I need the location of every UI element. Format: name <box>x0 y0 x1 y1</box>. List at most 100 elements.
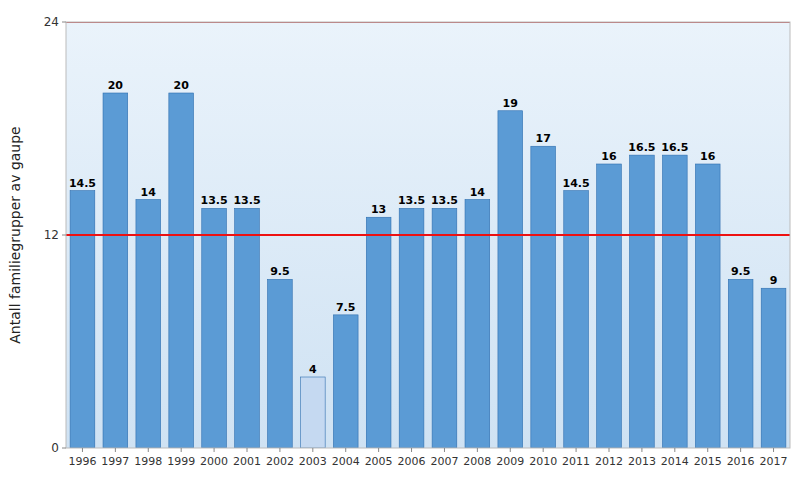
data-label: 9 <box>770 274 778 287</box>
data-label: 14.5 <box>563 177 590 190</box>
x-tick-label: 2009 <box>496 455 524 468</box>
bar <box>498 111 523 448</box>
x-tick-label: 2014 <box>661 455 689 468</box>
plot-area <box>66 22 790 448</box>
x-tick-label: 2005 <box>365 455 393 468</box>
x-tick-label: 2013 <box>628 455 656 468</box>
x-tick-label: 2008 <box>463 455 491 468</box>
data-label: 13.5 <box>201 194 228 207</box>
x-tick <box>641 448 642 452</box>
x-tick <box>510 448 511 452</box>
bar <box>300 377 325 448</box>
x-tick-label: 2004 <box>332 455 360 468</box>
data-label: 16 <box>601 150 617 163</box>
reference-line <box>66 234 790 236</box>
bar <box>235 208 260 448</box>
x-tick <box>279 448 280 452</box>
x-tick <box>115 448 116 452</box>
data-label: 9.5 <box>731 265 751 278</box>
x-tick <box>247 448 248 452</box>
data-label: 13.5 <box>398 194 425 207</box>
bar <box>728 279 753 448</box>
bar <box>70 191 95 448</box>
bar <box>662 155 687 448</box>
x-tick-label: 1997 <box>101 455 129 468</box>
y-tick <box>62 22 66 23</box>
x-tick <box>181 448 182 452</box>
x-tick <box>214 448 215 452</box>
data-label: 13.5 <box>233 194 260 207</box>
x-tick-label: 1996 <box>68 455 96 468</box>
x-tick-label: 2015 <box>694 455 722 468</box>
x-tick <box>312 448 313 452</box>
bar <box>136 200 161 449</box>
x-tick <box>378 448 379 452</box>
data-label: 4 <box>309 363 317 376</box>
data-label: 17 <box>536 132 551 145</box>
bar <box>399 208 424 448</box>
data-label: 14 <box>141 186 157 199</box>
bar <box>465 200 490 449</box>
bar <box>564 191 589 448</box>
data-label: 13.5 <box>431 194 458 207</box>
x-tick-label: 2001 <box>233 455 261 468</box>
x-tick <box>707 448 708 452</box>
x-tick <box>477 448 478 452</box>
x-tick-label: 1999 <box>167 455 195 468</box>
plot-frame <box>66 22 790 448</box>
x-tick <box>576 448 577 452</box>
y-tick-label: 0 <box>51 441 59 455</box>
x-tick <box>444 448 445 452</box>
bar <box>597 164 622 448</box>
data-label: 16.5 <box>628 141 655 154</box>
x-tick-label: 2011 <box>562 455 590 468</box>
bar <box>103 93 128 448</box>
data-label: 16.5 <box>661 141 688 154</box>
bar <box>333 315 358 448</box>
bar <box>432 208 457 448</box>
y-tick <box>62 448 66 449</box>
data-label: 13 <box>371 203 386 216</box>
x-tick-label: 2017 <box>760 455 788 468</box>
y-tick <box>62 235 66 236</box>
y-axis-label: Antall familiegrupper av gaupe <box>7 126 23 343</box>
x-tick <box>543 448 544 452</box>
x-tick <box>609 448 610 452</box>
x-tick <box>674 448 675 452</box>
bar <box>531 146 556 448</box>
x-tick-label: 2002 <box>266 455 294 468</box>
bar <box>695 164 720 448</box>
plot-background <box>66 22 790 448</box>
x-tick <box>148 448 149 452</box>
bar <box>268 279 293 448</box>
x-tick-label: 2006 <box>398 455 426 468</box>
data-label: 14 <box>470 186 486 199</box>
data-label: 7.5 <box>336 301 356 314</box>
bar <box>630 155 655 448</box>
data-label: 16 <box>700 150 716 163</box>
y-tick-label: 12 <box>44 228 59 242</box>
data-label: 20 <box>108 79 124 92</box>
bar <box>169 93 194 448</box>
x-tick-label: 2010 <box>529 455 557 468</box>
data-label: 20 <box>174 79 190 92</box>
x-tick <box>740 448 741 452</box>
data-label: 14.5 <box>69 177 96 190</box>
bar <box>761 288 786 448</box>
x-tick-label: 2007 <box>430 455 458 468</box>
x-tick-label: 1998 <box>134 455 162 468</box>
y-tick-label: 24 <box>44 15 59 29</box>
x-tick <box>345 448 346 452</box>
data-label: 19 <box>503 97 518 110</box>
bar <box>366 217 391 448</box>
data-label: 9.5 <box>270 265 290 278</box>
chart: 14.520142013.513.59.547.51313.513.514191… <box>0 0 806 488</box>
x-tick <box>411 448 412 452</box>
x-tick-label: 2003 <box>299 455 327 468</box>
x-tick <box>82 448 83 452</box>
bar <box>202 208 227 448</box>
x-tick-label: 2012 <box>595 455 623 468</box>
x-tick <box>773 448 774 452</box>
x-tick-label: 2016 <box>727 455 755 468</box>
x-tick-label: 2000 <box>200 455 228 468</box>
